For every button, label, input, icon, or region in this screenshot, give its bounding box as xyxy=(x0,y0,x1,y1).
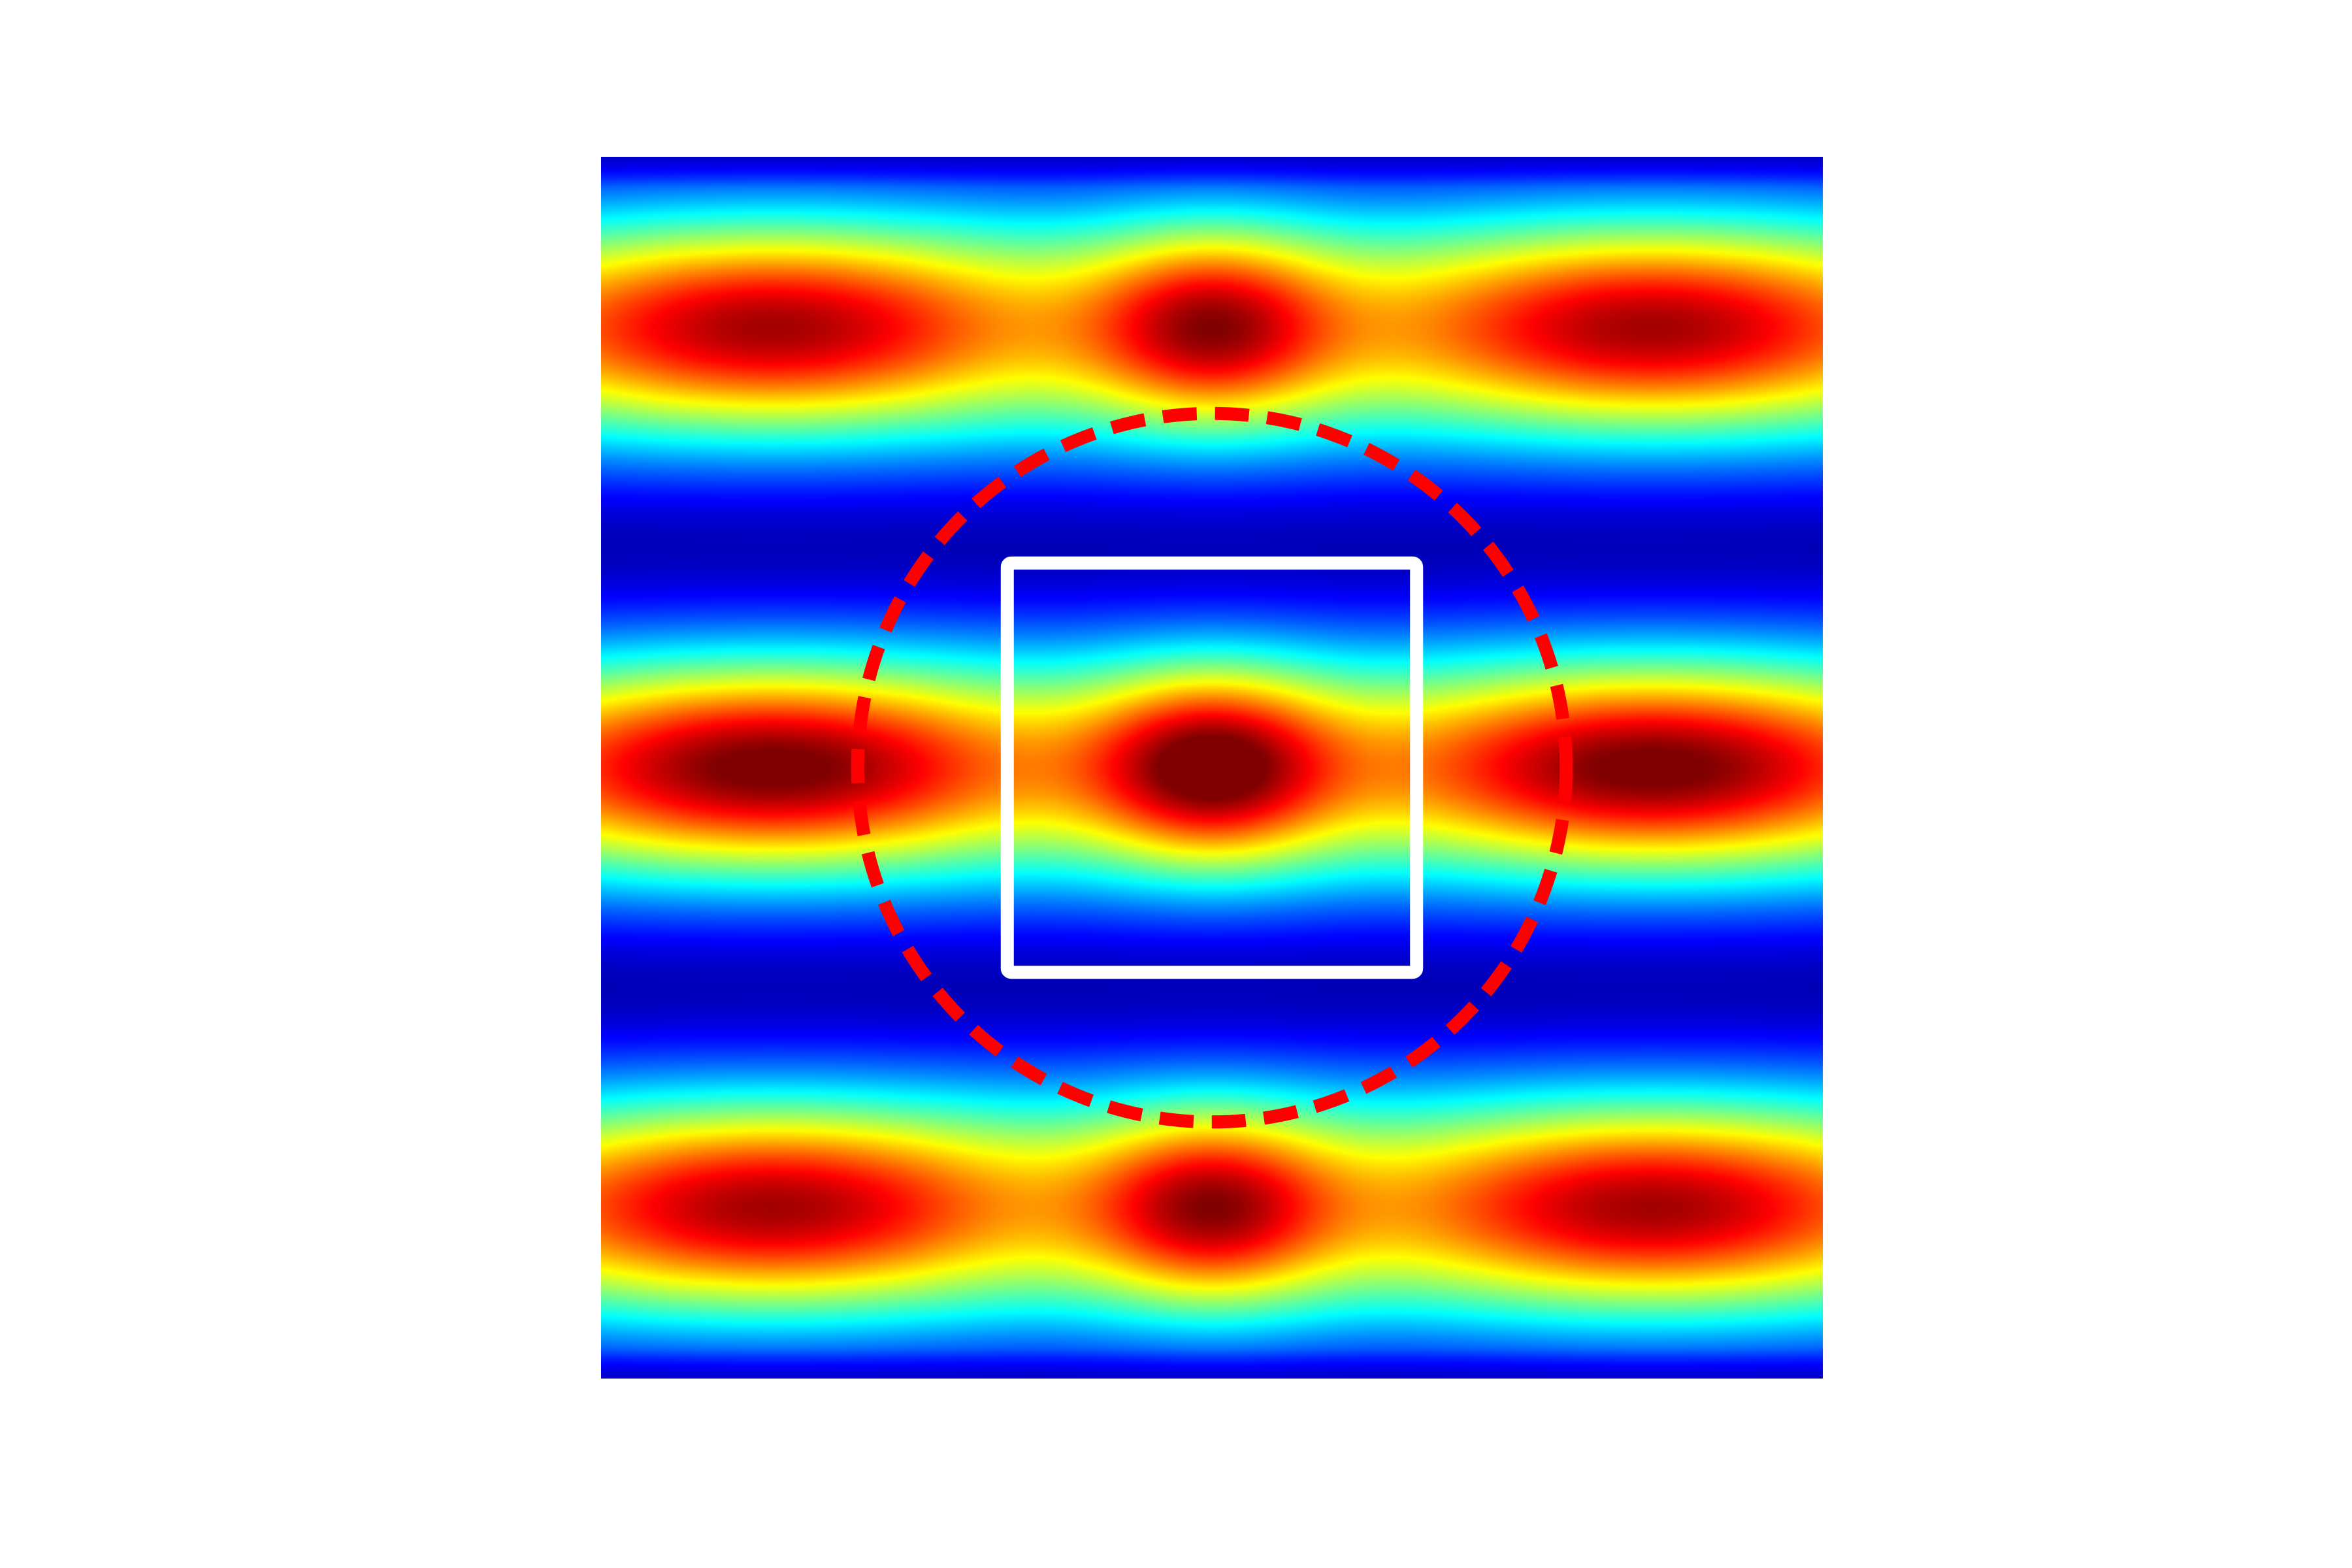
dashed-circle-overlay xyxy=(851,406,1573,1129)
square-overlay xyxy=(1000,556,1424,979)
intensity-heatmap xyxy=(601,157,1823,1379)
